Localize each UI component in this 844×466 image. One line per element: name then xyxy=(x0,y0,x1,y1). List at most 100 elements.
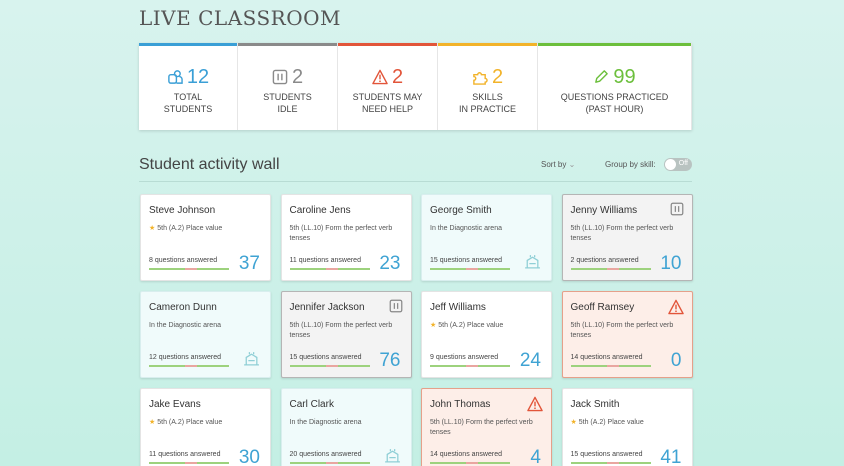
stat-color-bar xyxy=(438,43,537,46)
student-card[interactable]: Jeff Williams ★ 5th (A.2) Place value 9 qu… xyxy=(421,291,552,378)
student-name: Jeff Williams xyxy=(430,302,486,313)
diagnostic-icon-wrap xyxy=(242,350,260,373)
progress-bar xyxy=(570,365,651,367)
student-name: Cameron Dunn xyxy=(149,302,217,313)
stat-label: SKILLS xyxy=(472,92,503,102)
skill-text: 5th (LL.10) Form the perfect verb tenses xyxy=(570,225,674,242)
answered-count: 20 questions answered xyxy=(289,451,362,458)
help-icon xyxy=(667,299,684,315)
answered-count: 15 questions answered xyxy=(570,451,643,458)
student-card[interactable]: Cameron Dunn In the Diagnostic arena 12 qu… xyxy=(140,291,271,378)
stat-label: NEED HELP xyxy=(361,104,414,114)
stat-cell: 2 SKILLS IN PRACTICE xyxy=(438,43,538,130)
score: 10 xyxy=(660,253,682,274)
diagnostic-icon xyxy=(244,352,259,366)
answered-count: 15 questions answered xyxy=(289,354,362,361)
stat-label: IN PRACTICE xyxy=(458,104,516,114)
student-card[interactable]: Caroline Jens 5th (LL.10) Form the perfec… xyxy=(280,194,412,281)
skill-text: 5th (LL.10) Form the perfect verb tenses xyxy=(430,419,533,436)
progress-bar xyxy=(570,462,651,464)
stat-color-bar xyxy=(338,43,437,46)
student-card[interactable]: Jenny Williams 5th (LL.10) Form the perfe… xyxy=(561,194,693,281)
score: 76 xyxy=(379,350,401,371)
group-label: Group by skill: xyxy=(605,160,656,169)
skill-line: 5th (LL.10) Form the perfect verb tenses xyxy=(290,224,402,244)
skill-line: ★ 5th (A.2) Place value xyxy=(149,418,261,428)
stat-icon xyxy=(595,70,609,83)
page-title: LIVE CLASSROOM xyxy=(139,6,341,30)
student-card[interactable]: George Smith In the Diagnostic arena 15 qu… xyxy=(421,194,552,281)
answered-count: 14 questions answered xyxy=(430,451,502,458)
stat-label: QUESTIONS PRACTICED xyxy=(560,92,669,102)
skill-text: 5th (LL.10) Form the perfect verb tenses xyxy=(289,322,393,339)
stat-value-row: 12 xyxy=(139,66,237,89)
stat-icon xyxy=(168,70,183,84)
group-toggle[interactable]: Off xyxy=(664,158,692,171)
help-icon xyxy=(527,396,543,412)
stat-label: STUDENTS MAY xyxy=(352,92,423,102)
stat-icon xyxy=(473,72,488,85)
student-name: Caroline Jens xyxy=(289,205,351,216)
diagnostic-icon xyxy=(384,449,400,463)
student-card[interactable]: Carl Clark In the Diagnostic arena 20 ques… xyxy=(280,388,412,466)
student-card[interactable]: Jennifer Jackson 5th (LL.10) Form the per… xyxy=(280,291,412,378)
stat-icon xyxy=(372,69,388,85)
student-card[interactable]: John Thomas 5th (LL.10) Form the perfect … xyxy=(421,388,552,466)
student-card[interactable]: Jack Smith ★ 5th (A.2) Place value 15 ques… xyxy=(561,388,693,466)
score: 41 xyxy=(660,447,682,466)
stat-icon xyxy=(272,69,288,85)
progress-bar xyxy=(289,365,370,367)
stat-value: 12 xyxy=(186,66,210,88)
stat-label: STUDENTS xyxy=(263,92,312,102)
answered-count: 2 questions answered xyxy=(570,257,639,264)
diagnostic-icon-wrap xyxy=(523,253,541,276)
skill-text: 5th (A.2) Place value xyxy=(578,419,644,426)
star-icon: ★ xyxy=(149,419,158,426)
score: 0 xyxy=(670,350,682,371)
stat-color-bar xyxy=(238,43,337,46)
skill-text: 5th (LL.10) Form the perfect verb tenses xyxy=(570,322,674,339)
idle-icon xyxy=(389,299,402,313)
student-name: John Thomas xyxy=(430,399,491,410)
stat-value-row: 99 xyxy=(538,66,691,89)
stat-label: STUDENTS xyxy=(163,104,213,114)
diagnostic-icon xyxy=(525,255,540,269)
skill-line: 5th (LL.10) Form the perfect verb tenses xyxy=(430,418,542,438)
star-icon: ★ xyxy=(570,419,579,426)
stat-label: (PAST HOUR) xyxy=(585,104,644,114)
student-card[interactable]: Steve Johnson ★ 5th (A.2) Place value 8 qu… xyxy=(140,194,271,281)
stat-value-row: 2 xyxy=(438,66,537,89)
student-name: Steve Johnson xyxy=(149,205,216,216)
score: 37 xyxy=(238,253,260,274)
progress-bar xyxy=(289,462,370,464)
progress-bar xyxy=(570,268,651,270)
answered-count: 14 questions answered xyxy=(570,354,643,361)
skill-line: In the Diagnostic arena xyxy=(430,224,542,234)
answered-count: 11 questions answered xyxy=(289,257,361,264)
sort-menu[interactable]: Sort by ⌄ xyxy=(541,160,575,169)
progress-bar xyxy=(289,268,370,270)
progress-bar xyxy=(430,365,510,367)
skill-text: In the Diagnostic arena xyxy=(149,322,221,329)
skill-text: 5th (A.2) Place value xyxy=(438,322,504,329)
skill-text: In the Diagnostic arena xyxy=(289,419,362,426)
answered-count: 8 questions answered xyxy=(149,257,218,264)
student-card[interactable]: Jake Evans ★ 5th (A.2) Place value 11 ques… xyxy=(140,388,271,466)
divider xyxy=(139,181,692,182)
stat-cell: 12 TOTAL STUDENTS xyxy=(139,43,238,130)
idle-icon xyxy=(670,202,683,216)
caret: ⌄ xyxy=(568,160,576,169)
score: 23 xyxy=(379,253,401,274)
progress-bar xyxy=(149,462,229,464)
idle-icon-wrap xyxy=(389,299,403,318)
skill-line: 5th (LL.10) Form the perfect verb tenses xyxy=(571,224,683,244)
skill-line: In the Diagnostic arena xyxy=(149,321,261,331)
skill-line: ★ 5th (A.2) Place value xyxy=(430,321,542,331)
progress-bar xyxy=(430,462,510,464)
student-card[interactable]: Geoff Ramsey 5th (LL.10) Form the perfect… xyxy=(561,291,693,378)
sort-label: Sort by xyxy=(541,160,567,169)
skill-text: 5th (A.2) Place value xyxy=(157,225,223,232)
skill-line: ★ 5th (A.2) Place value xyxy=(149,224,261,234)
skill-text: In the Diagnostic arena xyxy=(430,225,502,232)
